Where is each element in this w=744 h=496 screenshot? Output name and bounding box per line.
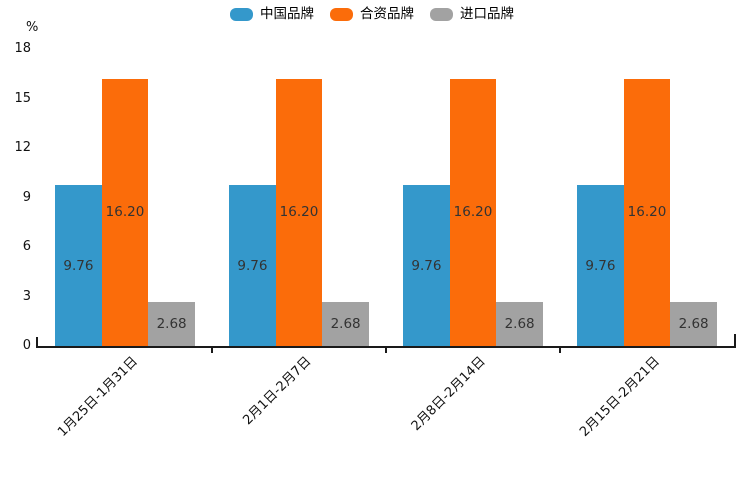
- y-axis-tick-label: 3: [22, 288, 31, 304]
- x-axis-label: 2月1日-2月7日: [240, 354, 315, 429]
- bar-中国品牌-2: [403, 185, 450, 346]
- legend-item-2[interactable]: 进口品牌: [430, 6, 514, 22]
- bar-value-label: 2.68: [156, 315, 187, 332]
- bar-进口品牌-2: [496, 301, 543, 346]
- x-axis-tick: [385, 346, 387, 353]
- legend-item-1[interactable]: 合资品牌: [330, 6, 414, 22]
- x-axis-tick: [559, 346, 561, 353]
- x-axis-label: 2月15日-2月21日: [576, 354, 663, 440]
- bar-value-label: 9.76: [585, 257, 616, 274]
- bar-value-label: 16.20: [279, 204, 319, 221]
- legend-swatch-icon: [330, 7, 353, 21]
- bar-value-label: 2.68: [504, 315, 535, 332]
- bar-合资品牌-1: [275, 78, 323, 346]
- x-axis-endcap-tick: [36, 337, 38, 348]
- x-axis-label: 1月25日-1月31日: [54, 354, 141, 440]
- bar-合资品牌-0: [101, 78, 149, 346]
- bar-进口品牌-1: [322, 301, 369, 346]
- bar-进口品牌-3: [670, 301, 717, 346]
- bar-value-label: 9.76: [237, 257, 268, 274]
- bar-value-label: 16.20: [627, 204, 667, 221]
- x-axis-label: 2月8日-2月14日: [408, 354, 489, 434]
- legend-swatch-icon: [430, 7, 453, 21]
- legend-label: 中国品牌: [260, 6, 314, 22]
- legend-label: 进口品牌: [460, 6, 514, 22]
- bar-value-label: 16.20: [105, 204, 145, 221]
- legend-label: 合资品牌: [360, 6, 414, 22]
- bar-进口品牌-0: [148, 301, 195, 346]
- y-axis-tick-label: 15: [14, 90, 31, 106]
- bar-合资品牌-3: [623, 78, 671, 346]
- bar-中国品牌-1: [229, 185, 276, 346]
- bar-value-label: 2.68: [678, 315, 709, 332]
- legend-item-0[interactable]: 中国品牌: [230, 6, 314, 22]
- y-axis-tick-label: 0: [22, 338, 31, 353]
- bar-合资品牌-2: [449, 78, 497, 346]
- x-axis-tick: [211, 346, 213, 353]
- y-axis-tick-label: 18: [14, 41, 31, 56]
- y-axis-tick-label: 9: [22, 189, 31, 205]
- legend: 中国品牌 合资品牌 进口品牌: [0, 6, 744, 22]
- y-axis-unit-label: %: [26, 20, 39, 35]
- bar-value-label: 2.68: [330, 315, 361, 332]
- bar-中国品牌-0: [55, 185, 102, 346]
- x-axis-endcap-tick: [734, 334, 736, 348]
- bar-value-label: 16.20: [453, 204, 493, 221]
- legend-swatch-icon: [230, 7, 253, 21]
- y-axis-tick-label: 12: [14, 140, 31, 155]
- bar-中国品牌-3: [577, 185, 624, 346]
- bar-value-label: 9.76: [411, 257, 442, 274]
- bar-value-label: 9.76: [63, 257, 94, 274]
- y-axis-tick-label: 6: [22, 239, 31, 254]
